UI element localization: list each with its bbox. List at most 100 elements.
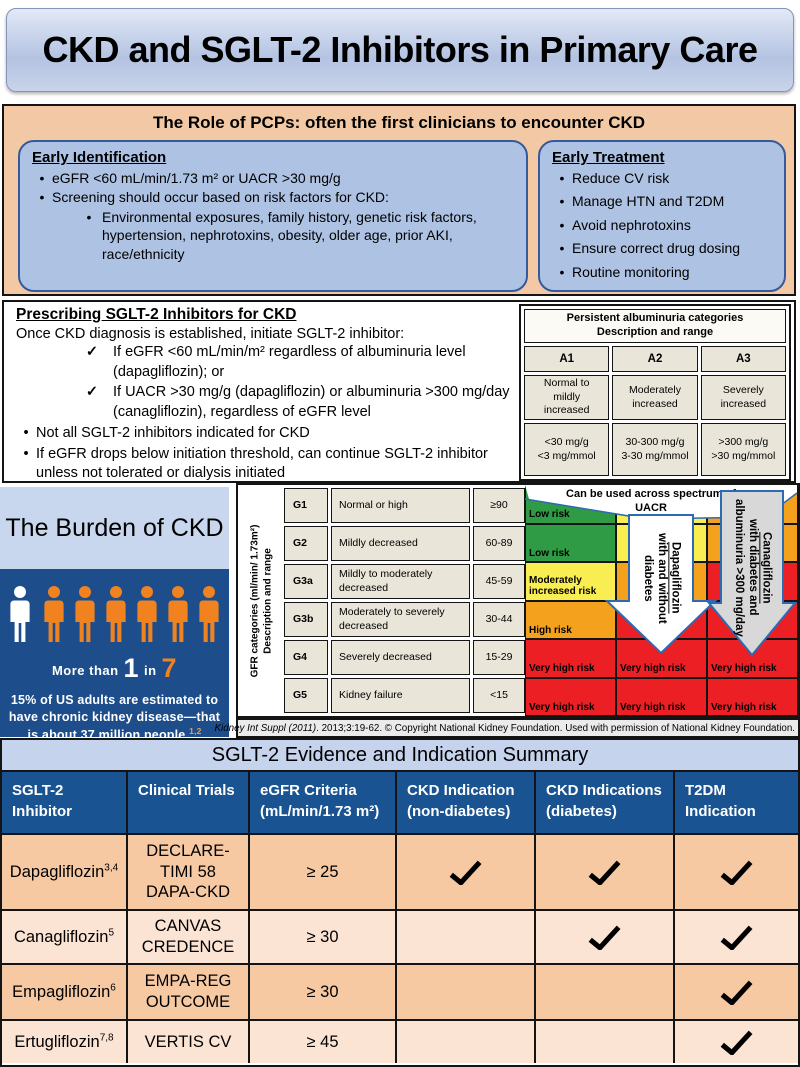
check-icon bbox=[720, 860, 752, 885]
gfr-range-cell: 15-29 bbox=[473, 640, 525, 675]
ratio-numerator: 1 bbox=[123, 653, 140, 683]
list-item: • Manage HTN and T2DM bbox=[552, 192, 774, 210]
list-text: eGFR <60 mL/min/1.73 m² or UACR >30 mg/g bbox=[52, 170, 341, 186]
summary-trials-cell: CANVAS CREDENCE bbox=[128, 909, 250, 963]
title-banner: CKD and SGLT-2 Inhibitors in Primary Car… bbox=[6, 8, 794, 92]
summary-indication-cell bbox=[536, 963, 675, 1019]
gfr-description-cell: Moderately to severely decreased bbox=[331, 602, 470, 637]
summary-indication-cell bbox=[675, 963, 798, 1019]
check-icon bbox=[720, 925, 752, 950]
summary-indication-cell bbox=[536, 833, 675, 909]
bullet-icon: • bbox=[559, 170, 565, 186]
list-text: Routine monitoring bbox=[572, 263, 690, 280]
heatmap-cell: Very high risk bbox=[525, 677, 616, 716]
prescribing-intro: Once CKD diagnosis is established, initi… bbox=[16, 326, 405, 342]
heatmap-cell bbox=[616, 485, 707, 524]
albuminuria-categories-table: Persistent albuminuria categories Descrip… bbox=[519, 304, 791, 481]
bullet-icon: • bbox=[23, 424, 29, 441]
summary-drug-cell: Empagliflozin6 bbox=[2, 963, 128, 1019]
heatmap-cell: Very high risk bbox=[616, 677, 707, 716]
gfr-description-cell: Kidney failure bbox=[331, 678, 470, 713]
list-text: Environmental exposures, family history,… bbox=[102, 208, 477, 262]
summary-indication-cell bbox=[675, 833, 798, 909]
summary-indication-cell bbox=[536, 1019, 675, 1063]
gfr-description-cell: Severely decreased bbox=[331, 640, 470, 675]
list-item: • Not all SGLT-2 inhibitors indicated for… bbox=[16, 424, 521, 444]
early-treatment-title: Early Treatment bbox=[552, 149, 665, 166]
gfr-categories-table: G1 Normal or high ≥90 G2 Mildly decreased 60-… bbox=[284, 488, 525, 713]
list-item: • eGFR <60 mL/min/1.73 m² or UACR >30 mg/… bbox=[32, 169, 516, 187]
summary-column-header: T2DM Indication bbox=[675, 772, 798, 833]
citation-rest: . 2013;3:19-62. © Copyright National Kid… bbox=[316, 722, 795, 734]
drug-name: Ertugliflozin7,8 bbox=[14, 1032, 114, 1051]
gfr-risk-panel: GFR categories (ml/min/ 1.73m²) Descript… bbox=[236, 483, 800, 718]
list-item: • Avoid nephrotoxins bbox=[552, 216, 774, 234]
albuminuria-header: Persistent albuminuria categories Descrip… bbox=[524, 309, 786, 343]
gfr-range-cell: ≥90 bbox=[473, 488, 525, 523]
list-text: If eGFR <60 mL/min/m² regardless of albu… bbox=[113, 344, 466, 380]
gfr-description-cell: Mildly to moderately decreased bbox=[331, 564, 470, 599]
person-icon bbox=[75, 586, 95, 642]
heatmap-cell: Very high risk bbox=[707, 639, 798, 678]
summary-indication-cell bbox=[397, 909, 536, 963]
albuminuria-column-label: A3 bbox=[700, 346, 786, 372]
early-treatment-box: Early Treatment • Reduce CV risk • Manage H… bbox=[538, 140, 786, 292]
citation-strip: Kidney Int Suppl (2011). 2013;3:19-62. ©… bbox=[214, 718, 800, 738]
list-item: ✓ If eGFR <60 mL/min/m² regardless of alb… bbox=[71, 343, 521, 382]
albuminuria-description-cell: Severely increased bbox=[700, 375, 786, 420]
summary-column-header: CKD Indications (diabetes) bbox=[536, 772, 675, 833]
early-identification-title: Early Identification bbox=[32, 149, 167, 166]
albuminuria-description-cell: Normal to mildly increased bbox=[524, 375, 610, 420]
gfr-range-cell: 30-44 bbox=[473, 602, 525, 637]
pcp-section-title: The Role of PCPs: often the first clinic… bbox=[152, 113, 646, 132]
summary-column-header: eGFR Criteria (mL/min/1.73 m²) bbox=[250, 772, 397, 833]
heatmap-cell: Very high risk bbox=[525, 639, 616, 678]
summary-drug-cell: Dapagliflozin3,4 bbox=[2, 833, 128, 909]
summary-trials-cell: DECLARE- TIMI 58 DAPA-CKD bbox=[128, 833, 250, 909]
gfr-description-cell: Mildly decreased bbox=[331, 526, 470, 561]
list-text: Not all SGLT-2 inhibitors indicated for … bbox=[36, 424, 310, 441]
drug-reference-superscript: 5 bbox=[108, 927, 115, 939]
summary-drug-cell: Canagliflozin5 bbox=[2, 909, 128, 963]
albuminuria-description-cell: Moderately increased bbox=[612, 375, 698, 420]
bullet-icon: • bbox=[86, 208, 92, 225]
list-item: • Reduce CV risk bbox=[552, 169, 774, 187]
person-icon bbox=[199, 586, 219, 642]
albuminuria-range-cell: >300 mg/g >30 mg/mmol bbox=[700, 423, 786, 476]
page-title: CKD and SGLT-2 Inhibitors in Primary Car… bbox=[42, 29, 758, 70]
summary-column-header: Clinical Trials bbox=[128, 772, 250, 833]
person-icon bbox=[44, 586, 64, 642]
drug-name: Canagliflozin5 bbox=[13, 927, 115, 946]
summary-column-header: CKD Indication (non-diabetes) bbox=[397, 772, 536, 833]
bullet-icon: • bbox=[39, 189, 45, 206]
evidence-summary-table: SGLT-2 Evidence and Indication Summary S… bbox=[0, 738, 800, 1067]
ratio-prefix: More than bbox=[51, 663, 119, 678]
gfr-range-cell: 60-89 bbox=[473, 526, 525, 561]
bullet-icon: • bbox=[559, 193, 565, 210]
heatmap-cell: Low risk bbox=[525, 485, 616, 524]
heatmap-cell: Moderately increased risk bbox=[525, 562, 616, 601]
burden-title: The Burden of CKD bbox=[5, 513, 224, 542]
drug-reference-superscript: 6 bbox=[110, 982, 116, 994]
early-identification-list: • eGFR <60 mL/min/1.73 m² or UACR >30 mg/… bbox=[32, 169, 516, 263]
gfr-range-cell: 45-59 bbox=[473, 564, 525, 599]
summary-indication-cell bbox=[397, 963, 536, 1019]
dapagliflozin-arrow-label: Dapagliflozin with and without diabetes bbox=[642, 532, 682, 624]
summary-indication-cell bbox=[675, 1019, 798, 1063]
check-icon bbox=[449, 860, 481, 885]
bullet-icon: • bbox=[559, 216, 565, 233]
person-icon bbox=[10, 586, 30, 642]
bullet-icon: • bbox=[23, 445, 29, 462]
prescribing-text: Prescribing SGLT-2 Inhibitors for CKD On… bbox=[16, 306, 521, 485]
albuminuria-header-line1: Persistent albuminuria categories bbox=[566, 312, 744, 325]
prescribing-list: ✓ If eGFR <60 mL/min/m² regardless of alb… bbox=[16, 343, 521, 484]
gfr-code-cell: G1 bbox=[284, 488, 328, 523]
ratio-line: More than 1 in 7 bbox=[0, 653, 229, 684]
albuminuria-range-cell: <30 mg/g <3 mg/mmol bbox=[524, 423, 610, 476]
bullet-icon: • bbox=[559, 263, 565, 280]
gfr-code-cell: G3a bbox=[284, 564, 328, 599]
list-text: Avoid nephrotoxins bbox=[572, 216, 691, 233]
list-item: ✓ If UACR >30 mg/g (dapagliflozin) or alb… bbox=[71, 383, 521, 422]
list-item: • Routine monitoring bbox=[552, 263, 774, 281]
